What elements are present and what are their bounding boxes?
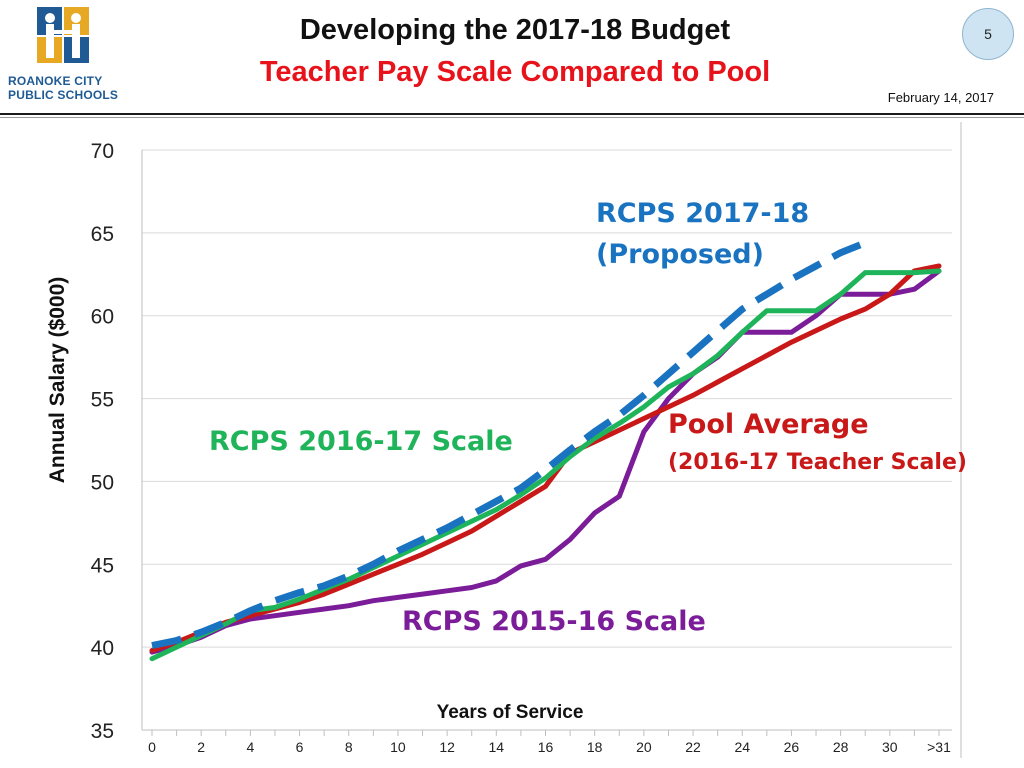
x-tick-label: 16 (538, 739, 554, 755)
x-tick-label: 8 (345, 739, 353, 755)
x-tick-label: 14 (489, 739, 505, 755)
y-tick-label: 45 (91, 554, 114, 577)
y-tick-label: 65 (91, 223, 114, 246)
y-axis-label: Annual Salary ($000) (46, 277, 69, 484)
page-title: Developing the 2017-18 Budget (299, 14, 731, 46)
y-axis-ticks: 35 40 45 50 55 60 65 70 (91, 140, 114, 743)
x-tick-label: 6 (296, 739, 304, 755)
roanoke-city-schools-logo: ROANOKE CITY PUBLIC SCHOOLS (8, 4, 132, 108)
x-axis-label: Years of Service (437, 702, 584, 723)
logo-line-1: ROANOKE CITY (8, 74, 103, 88)
y-tick-label: 35 (91, 720, 114, 743)
x-tick-label: 30 (882, 739, 898, 755)
page-subtitle: Teacher Pay Scale Compared to Pool (259, 56, 771, 88)
series-label: Pool Average (668, 409, 869, 440)
y-tick-label: 70 (91, 140, 114, 163)
x-tick-label: 18 (587, 739, 603, 755)
y-tick-label: 60 (91, 306, 114, 329)
series-rcps-2015-16-line (149, 268, 942, 655)
x-tick-label: 0 (148, 739, 156, 755)
x-tick-label: 28 (833, 739, 849, 755)
slide-number-badge: 5 (962, 8, 1014, 60)
series-lines (149, 239, 942, 662)
plot-frame (141, 122, 962, 758)
y-tick-label: 55 (91, 389, 114, 412)
logo-line-2: PUBLIC SCHOOLS (8, 88, 119, 102)
series-label: RCPS 2017-18 (596, 198, 809, 229)
series-label: (Proposed) (596, 239, 764, 270)
x-tick-label: 24 (734, 739, 750, 755)
series-rcps-2016-17-line (149, 268, 942, 662)
x-axis-ticks: 0 2 4 6 8 10 12 14 16 18 20 22 24 26 28 30 >31 (148, 730, 951, 755)
slide-number: 5 (984, 26, 992, 42)
y-tick-label: 40 (91, 637, 114, 660)
series-label: (2016-17 Teacher Scale) (668, 450, 967, 475)
series-label: RCPS 2016-17 Scale (209, 426, 513, 457)
header-divider (0, 113, 1024, 115)
x-tick-label: >31 (927, 739, 951, 755)
y-tick-label: 50 (91, 471, 114, 494)
series-labels: RCPS 2015-16 Scale RCPS 2016-17 Scale RCPS… (209, 198, 967, 637)
x-tick-label: 20 (636, 739, 652, 755)
x-tick-label: 26 (784, 739, 800, 755)
x-tick-label: 2 (197, 739, 205, 755)
x-tick-label: 22 (685, 739, 701, 755)
header-divider-thin (0, 117, 1024, 118)
x-tick-label: 12 (439, 739, 455, 755)
x-tick-label: 4 (246, 739, 254, 755)
logo-text: ROANOKE CITY PUBLIC SCHOOLS (8, 74, 132, 102)
slide-date: February 14, 2017 (887, 90, 994, 105)
x-tick-label: 10 (390, 739, 406, 755)
logo-mark-icon (34, 4, 92, 66)
series-label: RCPS 2015-16 Scale (402, 606, 706, 637)
